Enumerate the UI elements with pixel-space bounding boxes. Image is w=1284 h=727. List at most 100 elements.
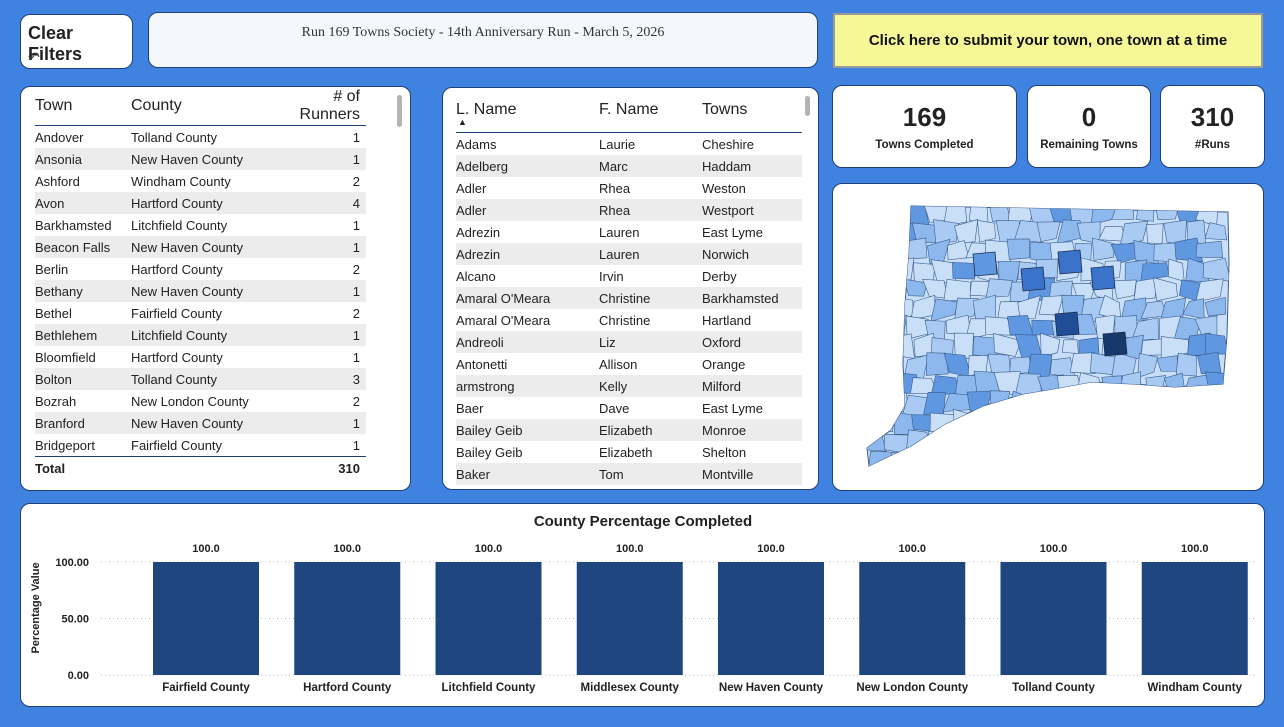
town-shape[interactable] bbox=[1204, 371, 1231, 394]
town-shape[interactable] bbox=[1093, 470, 1118, 487]
town-shape[interactable] bbox=[884, 433, 910, 454]
town-shape[interactable] bbox=[1156, 355, 1178, 372]
town-shape[interactable] bbox=[1014, 449, 1038, 471]
town-shape[interactable] bbox=[943, 203, 968, 227]
town-shape[interactable] bbox=[1007, 204, 1035, 226]
town-shape[interactable] bbox=[1119, 220, 1149, 246]
town-shape[interactable] bbox=[992, 448, 1021, 472]
town-shape[interactable] bbox=[954, 219, 979, 244]
town-shape[interactable] bbox=[1133, 392, 1158, 416]
town-shape[interactable] bbox=[1204, 296, 1226, 317]
connecticut-town-map[interactable] bbox=[833, 184, 1263, 490]
bar[interactable] bbox=[859, 562, 966, 675]
table-row[interactable]: Alcano Irvin Derby bbox=[456, 265, 802, 287]
town-shape[interactable] bbox=[944, 471, 967, 489]
town-shape[interactable] bbox=[1074, 472, 1093, 489]
runner-table-scrollbar[interactable] bbox=[805, 96, 810, 116]
column-header-last-name[interactable]: L. Name ▲ bbox=[456, 88, 599, 133]
town-shape[interactable] bbox=[1115, 392, 1136, 413]
town-shape[interactable] bbox=[977, 219, 996, 243]
town-shape[interactable] bbox=[1175, 352, 1197, 377]
town-shape[interactable] bbox=[1056, 374, 1083, 396]
town-shape[interactable] bbox=[1134, 468, 1159, 490]
table-row[interactable]: Berlin Hartford County 2 bbox=[35, 258, 366, 280]
table-row[interactable]: Bailey Geib Elizabeth Monroe bbox=[456, 419, 802, 441]
town-shape[interactable] bbox=[1034, 409, 1064, 435]
table-row[interactable]: Andover Tolland County 1 bbox=[35, 126, 366, 149]
town-shape[interactable] bbox=[1200, 470, 1221, 490]
clear-filters-button[interactable]: Clear Filters ↶ bbox=[20, 14, 133, 69]
table-row[interactable]: Bozrah New London County 2 bbox=[35, 390, 366, 412]
town-shape[interactable] bbox=[1137, 353, 1159, 379]
town-shape[interactable] bbox=[1089, 391, 1118, 414]
town-shape[interactable] bbox=[860, 353, 884, 376]
town-shape-highlight[interactable] bbox=[972, 251, 998, 277]
town-shape[interactable] bbox=[1141, 447, 1170, 470]
town-shape[interactable] bbox=[1153, 394, 1182, 412]
town-shape[interactable] bbox=[1138, 430, 1159, 454]
town-shape[interactable] bbox=[1197, 351, 1222, 375]
town-shape[interactable] bbox=[1079, 447, 1107, 471]
town-shape[interactable] bbox=[952, 262, 976, 280]
town-shape[interactable] bbox=[1057, 452, 1085, 472]
town-shape[interactable] bbox=[1027, 427, 1055, 455]
column-header-county[interactable]: County bbox=[131, 97, 182, 114]
town-shape[interactable] bbox=[1061, 339, 1079, 354]
town-shape[interactable] bbox=[882, 239, 906, 263]
bar[interactable] bbox=[576, 562, 683, 675]
table-row[interactable]: Bethlehem Litchfield County 1 bbox=[35, 324, 366, 346]
town-shape[interactable] bbox=[873, 256, 890, 279]
town-shape[interactable] bbox=[930, 298, 960, 322]
town-shape[interactable] bbox=[862, 242, 887, 259]
town-shape[interactable] bbox=[985, 278, 1014, 298]
town-shape[interactable] bbox=[883, 356, 904, 375]
table-row[interactable]: Bridgeport Fairfield County 1 bbox=[35, 434, 366, 457]
table-row[interactable]: Adrezin Lauren East Lyme bbox=[456, 221, 802, 243]
town-shape[interactable] bbox=[993, 409, 1020, 437]
town-shape[interactable] bbox=[902, 472, 929, 490]
table-row[interactable]: Amaral O'Meara Christine Hartland bbox=[456, 309, 802, 331]
town-shape[interactable] bbox=[860, 391, 887, 413]
town-shape[interactable] bbox=[860, 202, 884, 227]
town-shape[interactable] bbox=[1048, 431, 1078, 456]
bar[interactable] bbox=[435, 562, 542, 675]
town-shape[interactable] bbox=[972, 412, 1002, 430]
town-shape[interactable] bbox=[1068, 428, 1098, 454]
bar[interactable] bbox=[1000, 562, 1107, 675]
town-shape[interactable] bbox=[1029, 394, 1051, 417]
town-shape[interactable] bbox=[1015, 412, 1040, 435]
table-row[interactable]: Beacon Falls New Haven County 1 bbox=[35, 236, 366, 258]
town-shape[interactable] bbox=[943, 432, 970, 451]
town-shape[interactable] bbox=[881, 202, 908, 225]
town-shape[interactable] bbox=[1145, 375, 1166, 394]
table-row[interactable]: Antonetti Allison Orange bbox=[456, 353, 802, 375]
town-shape[interactable] bbox=[1050, 467, 1076, 490]
town-shape[interactable] bbox=[860, 429, 887, 452]
town-shape[interactable] bbox=[1153, 466, 1179, 490]
town-shape[interactable] bbox=[1069, 352, 1096, 375]
town-shape[interactable] bbox=[1178, 431, 1203, 452]
town-shape[interactable] bbox=[1027, 467, 1051, 487]
bar[interactable] bbox=[294, 562, 401, 675]
town-shape[interactable] bbox=[1112, 279, 1137, 300]
town-shape[interactable] bbox=[1035, 451, 1062, 468]
town-shape[interactable] bbox=[867, 296, 896, 323]
town-shape[interactable] bbox=[1120, 411, 1146, 435]
town-shape[interactable] bbox=[1146, 411, 1167, 436]
town-shape[interactable] bbox=[900, 237, 928, 260]
table-row[interactable]: Adler Rhea Westport bbox=[456, 199, 802, 221]
town-shape[interactable] bbox=[1185, 447, 1210, 474]
town-shape[interactable] bbox=[1195, 430, 1220, 455]
table-row[interactable]: Andreoli Liz Oxford bbox=[456, 331, 802, 353]
town-shape[interactable] bbox=[925, 352, 949, 376]
table-row[interactable]: Ashford Windham County 2 bbox=[35, 170, 366, 192]
town-shape[interactable] bbox=[1006, 238, 1030, 260]
town-shape[interactable] bbox=[888, 257, 915, 281]
town-shape[interactable] bbox=[1165, 451, 1187, 471]
town-shape[interactable] bbox=[924, 469, 947, 489]
town-shape[interactable] bbox=[986, 470, 1013, 490]
town-shape[interactable] bbox=[1036, 221, 1061, 243]
column-header-first-name[interactable]: F. Name bbox=[599, 101, 659, 118]
town-shape-highlight[interactable] bbox=[1090, 265, 1116, 291]
town-shape[interactable] bbox=[867, 370, 895, 399]
